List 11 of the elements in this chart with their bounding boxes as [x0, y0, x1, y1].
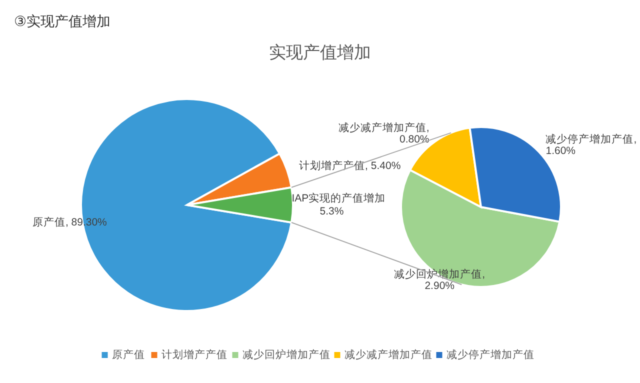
legend-label: 减少减产增加产值 — [344, 348, 432, 361]
chart-title: 实现产值增加 — [269, 43, 371, 62]
data-label: 减少减产增加产值, 0.80% — [338, 120, 430, 146]
legend-label: 减少停产增加产值 — [446, 348, 534, 361]
text: ③实现产值增加 — [14, 13, 111, 29]
slice-label: IAP实现的产值增加 — [292, 192, 386, 205]
data-label: 5.3% — [320, 206, 344, 218]
data-label: 减少停产增加产值, 1.60% — [546, 132, 637, 157]
legend-label: 减少回炉增加产值 — [242, 348, 330, 361]
legend-label: 计划增产产值 — [161, 348, 228, 361]
legend-label: 原产值 — [112, 348, 145, 361]
